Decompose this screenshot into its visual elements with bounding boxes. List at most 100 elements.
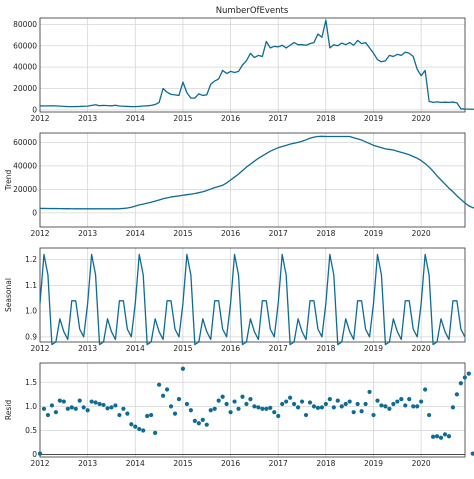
panel-4-resid-point [41,406,47,411]
panel-3-x-tick-label: 2013 [78,344,97,353]
panel-4-resid-point [295,405,301,410]
panel-4-resid-point [323,401,328,407]
panel-2-series-line [40,135,474,210]
panel-4-resid-point [228,410,233,415]
panel-4-resid-point [53,410,58,415]
panel-3-x-tick-label: 2017 [269,344,288,353]
panel-2-axes-frame [39,132,466,228]
panel-4-resid-point [97,401,102,407]
panel-3-y-tick-label: 0.9 [25,332,37,341]
panel-3-axes-frame [39,247,466,343]
panel-4-resid-point [407,397,412,402]
panel-1-x-tick-label: 2020 [412,114,431,123]
panel-4-resid-point [57,398,62,403]
panel-2-x-tick-label: 2016 [221,229,240,238]
panel-4-resid-point [240,394,245,399]
panel-4-resid-point [45,412,51,418]
panel-4-resid-point [105,406,110,411]
panel-4-resid-point [220,394,225,399]
panel-4-resid-point [117,412,122,418]
panel-1-x-tick-label: 2014 [126,114,145,123]
panel-4-resid-point [236,406,241,411]
panel-1-y-tick-label: 20000 [13,84,37,93]
panel-4-x-tick-label: 2013 [78,459,97,468]
panel-2-x-tick-label: 2012 [30,229,49,238]
panel-4-resid-point [434,434,440,439]
panel-4-y-tick-label: 0 [32,450,37,459]
panel-4-resid-point [339,404,344,409]
panel-4-resid-point [172,411,178,416]
panel-4-resid-point [299,399,305,404]
panel-4-resid-point [61,399,66,404]
panel-4-resid-point [363,401,368,407]
panel-4-resid-point [85,408,90,413]
panel-3-y-axis-label: Seasonal [4,278,13,312]
panel-4-resid-point [399,397,404,402]
panel-2-x-tick-label: 2019 [364,229,383,238]
panel-4-resid-point [367,389,372,395]
panel-4-resid-point [359,409,364,414]
panel-3-x-tick-label: 2020 [412,344,431,353]
panel-4-resid-point [327,397,332,402]
panel-4-resid-point [260,406,265,411]
panel-3-x-tick-label: 2015 [173,344,192,353]
panel-4-resid-point [160,393,166,398]
panel-4-resid-point [331,405,336,410]
panel-2-x-tick-label: 2018 [316,229,335,238]
panel-4-resid-point [462,375,467,380]
panel-4-resid-point [470,451,474,456]
panel-4-resid-point [454,392,459,397]
panel-4-resid-point [335,398,340,403]
panel-4-resid-point [264,406,269,411]
panel-4-x-tick-label: 2020 [412,459,431,468]
panel-2-y-tick-label: 0 [32,209,37,218]
panel-4-x-tick-label: 2012 [30,459,49,468]
panel-4-resid-point [196,421,201,426]
panel-1-x-tick-label: 2016 [221,114,240,123]
panel-4-resid-point [157,382,162,387]
panel-4-resid-point [200,417,205,422]
panel-4-y-tick-label: 1.5 [25,378,37,387]
panel-4-resid-point [268,405,273,410]
panel-4-resid-point [133,424,138,429]
panel-4-resid-point [164,387,170,392]
panel-1-title: NumberOfEvents [216,6,289,16]
panel-4-resid-point [256,405,261,410]
panel-4-resid-point [65,406,70,411]
panel-4-resid-point [121,406,126,411]
panel-1-y-tick-label: 40000 [13,63,37,72]
panel-2-y-axis-label: Trend [4,170,13,192]
panel-4-resid-point [73,406,78,411]
panel-4-resid-point [395,399,400,404]
panel-4-resid-point [184,401,190,407]
panel-4-resid-point [153,430,158,435]
panel-4-resid-point [89,399,94,404]
panel-4-resid-point [212,406,217,411]
panel-4-resid-point [442,432,448,437]
panel-4-resid-point [248,397,253,402]
panel-4-resid-point [168,404,174,409]
panel-4-resid-point [280,401,285,407]
panel-1-y-tick-label: 80000 [13,20,37,29]
panel-4-x-tick-label: 2017 [269,459,288,468]
panel-4-resid-point [458,381,463,386]
panel-3-y-tick-label: 1.0 [25,307,37,316]
panel-4-resid-point [466,371,471,376]
panel-3-x-tick-label: 2016 [221,344,240,353]
panel-4-resid-point [311,404,317,409]
panel-4-resid-point [383,404,388,409]
panel-4-resid-point [423,387,428,392]
panel-4-resid-point [145,413,150,419]
panel-4-resid-point [284,399,289,404]
panel-4-resid-point [232,399,237,404]
panel-2-x-tick-label: 2020 [412,229,431,238]
panel-4-resid-point [375,398,380,403]
panel-4-resid-point [415,404,420,409]
panel-4-resid-point [288,395,293,400]
panel-4-resid-point [387,406,392,411]
panel-4-resid-point [129,422,134,427]
panel-4-x-tick-label: 2014 [126,459,145,468]
panel-4-resid-point [69,405,74,410]
